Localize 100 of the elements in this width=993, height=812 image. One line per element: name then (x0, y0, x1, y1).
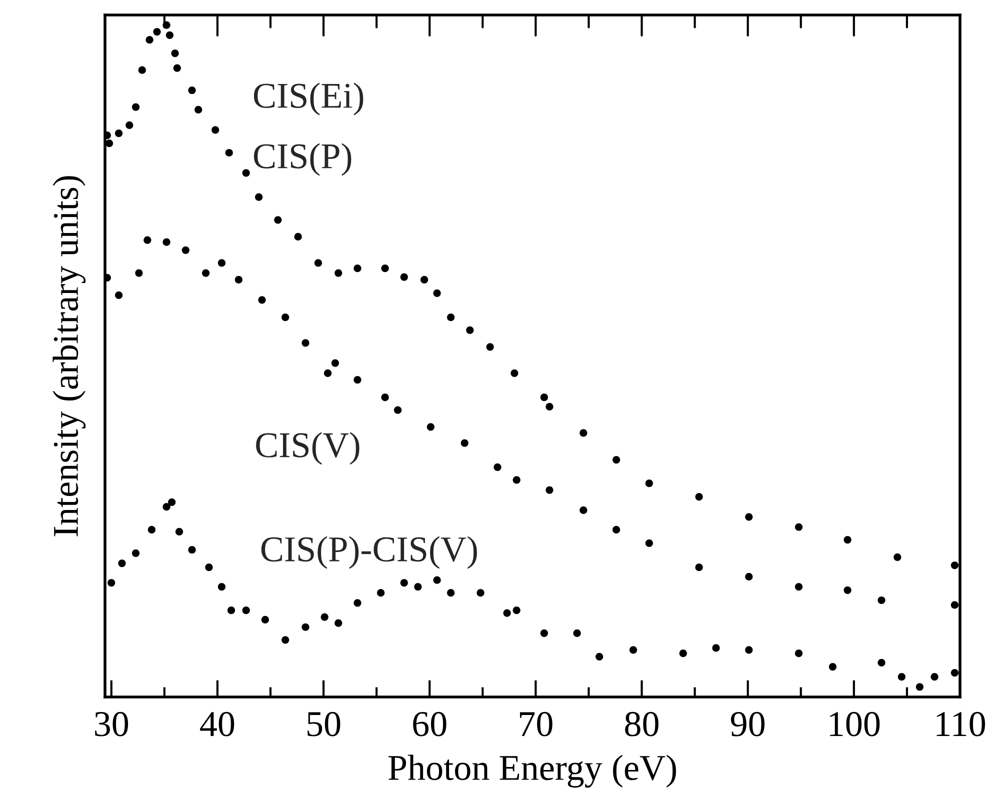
point (132, 549, 140, 558)
point (381, 394, 389, 402)
point (433, 576, 441, 584)
point (324, 369, 332, 377)
point (188, 546, 196, 554)
point (234, 276, 242, 284)
x-tick-label: 70 (520, 712, 552, 736)
point (950, 601, 958, 609)
point (679, 650, 687, 658)
point (916, 683, 924, 691)
point (162, 503, 170, 511)
point (105, 140, 114, 148)
point (612, 456, 620, 464)
point (546, 486, 554, 494)
point (255, 193, 263, 201)
point (950, 669, 958, 677)
point (645, 539, 653, 547)
point (612, 526, 620, 534)
point (153, 28, 161, 36)
point (580, 506, 588, 514)
point (138, 66, 146, 74)
point (510, 369, 518, 377)
point (898, 673, 906, 681)
point (242, 169, 250, 177)
point (794, 583, 803, 591)
point (400, 273, 408, 281)
point (294, 232, 302, 241)
point (844, 536, 852, 544)
point (173, 64, 181, 72)
point (148, 526, 156, 534)
point (146, 36, 154, 44)
point (695, 564, 703, 572)
point (950, 562, 958, 570)
point (144, 236, 152, 244)
point (828, 662, 837, 671)
point (494, 463, 502, 472)
point (258, 296, 266, 304)
point (282, 314, 290, 322)
point (596, 652, 604, 660)
point (242, 606, 250, 614)
point (580, 429, 588, 437)
point (205, 564, 213, 572)
x-tick-label: 50 (308, 712, 340, 736)
point (540, 629, 548, 637)
point (878, 596, 886, 604)
point (212, 126, 220, 134)
point (844, 586, 852, 594)
y-axis-title: Intensity (arbitrary units) (52, 176, 86, 536)
point (486, 343, 494, 351)
point (135, 269, 143, 277)
point (794, 523, 803, 531)
point (126, 121, 134, 129)
point (108, 578, 116, 587)
series-label: CIS(P) (254, 143, 352, 176)
point (114, 129, 123, 138)
annotation: CIS(Ei) (254, 82, 364, 116)
point (354, 264, 362, 272)
point (645, 480, 653, 488)
point (573, 629, 581, 637)
point (261, 616, 269, 624)
point (695, 492, 703, 501)
point (162, 238, 170, 246)
x-tick-label: 110 (936, 712, 986, 736)
point (218, 583, 226, 591)
point (202, 269, 210, 277)
point (433, 289, 441, 297)
point (274, 216, 282, 224)
point (476, 589, 484, 597)
point (194, 106, 202, 114)
point (466, 326, 474, 334)
point (354, 599, 362, 607)
point (334, 619, 342, 627)
point (745, 646, 753, 654)
point (354, 376, 362, 384)
point (447, 589, 455, 597)
point (168, 498, 176, 506)
point (894, 553, 902, 562)
point (400, 578, 408, 587)
series-label: CIS(P)-CIS(V) (261, 536, 477, 569)
point (171, 49, 179, 58)
point (114, 291, 123, 299)
point (188, 86, 196, 94)
x-axis-title: Photon Energy (eV) (388, 754, 676, 788)
point (546, 402, 554, 411)
point (745, 572, 753, 581)
point (218, 259, 226, 267)
point (447, 314, 455, 322)
point (420, 276, 428, 284)
point (930, 673, 938, 681)
point (320, 613, 328, 621)
point (225, 148, 233, 157)
point (118, 559, 126, 568)
point (426, 423, 434, 431)
point (540, 394, 548, 402)
point (282, 636, 290, 644)
point (182, 246, 190, 254)
point (460, 439, 468, 447)
point (132, 103, 140, 111)
point (314, 259, 322, 267)
x-tick-label: 90 (730, 712, 765, 736)
